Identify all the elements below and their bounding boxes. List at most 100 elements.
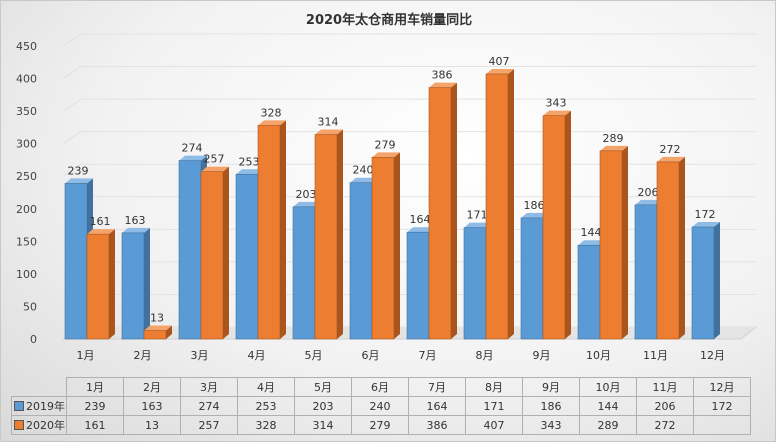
table-header-row: 1月 2月 3月 4月 5月 6月 7月 8月 9月 10月 11月 12月 xyxy=(11,377,751,397)
x-tick-label: 10月 xyxy=(586,349,611,362)
bar-2019 xyxy=(406,231,430,340)
data-label: 186 xyxy=(524,199,545,212)
y-tick-label: 200 xyxy=(16,203,37,216)
bar-side xyxy=(144,227,150,339)
table-cell: 172 xyxy=(693,396,751,416)
bar-top xyxy=(543,110,571,116)
table-cell: 144 xyxy=(579,396,637,416)
bar-side xyxy=(223,166,229,339)
x-tick-label: 8月 xyxy=(476,349,494,362)
table-header-cell: 1月 xyxy=(66,377,124,397)
y-tick-label: 50 xyxy=(23,300,37,313)
data-label: 171 xyxy=(467,209,488,222)
bar-top xyxy=(600,145,628,151)
data-label: 343 xyxy=(546,97,567,110)
table-cell: 257 xyxy=(180,415,238,435)
bar-side xyxy=(337,129,343,339)
bar-top xyxy=(236,169,264,175)
table-cell: 164 xyxy=(408,396,466,416)
legend-swatch xyxy=(14,420,24,430)
bar-top xyxy=(315,129,343,135)
bar-top xyxy=(201,166,229,172)
bar-2019 xyxy=(178,160,202,340)
data-label: 206 xyxy=(638,186,659,199)
table-header-cell: 9月 xyxy=(522,377,580,397)
gridline-diag xyxy=(62,33,82,47)
x-tick-label: 4月 xyxy=(248,349,266,362)
table-header-cell: 8月 xyxy=(465,377,523,397)
bar-2020 xyxy=(200,171,224,340)
bar-2020 xyxy=(599,150,623,340)
data-label: 386 xyxy=(432,69,453,82)
bar-top xyxy=(179,155,207,161)
table-cell xyxy=(693,415,751,435)
table-header-cell: 10月 xyxy=(579,377,637,397)
y-tick-label: 450 xyxy=(16,40,37,53)
bar-2020 xyxy=(371,157,395,340)
bar-2020 xyxy=(86,233,110,340)
bar-top xyxy=(407,227,435,233)
table-cell: 239 xyxy=(66,396,124,416)
bar-top xyxy=(122,227,150,233)
table-cell: 343 xyxy=(522,415,580,435)
bar-top xyxy=(521,212,549,218)
legend-swatch xyxy=(14,401,24,411)
legend-label: 2020年 xyxy=(26,419,65,432)
table-cell: 328 xyxy=(237,415,295,435)
bar-top xyxy=(692,222,720,228)
data-label: 203 xyxy=(296,188,317,201)
table-cell: 186 xyxy=(522,396,580,416)
table-header-cell: 12月 xyxy=(693,377,751,397)
bar-side xyxy=(508,68,514,340)
x-tick-label: 3月 xyxy=(191,349,209,362)
bar-2019 xyxy=(691,226,715,340)
bar-2019 xyxy=(292,206,316,340)
data-table: 1月 2月 3月 4月 5月 6月 7月 8月 9月 10月 11月 12月 2019年 239 163 27… xyxy=(11,377,751,435)
data-label: 328 xyxy=(261,106,282,119)
x-tick-label: 5月 xyxy=(305,349,323,362)
bar-side xyxy=(280,120,286,340)
table-row: 2020年 161 13 257 328 314 279 386 407 343 289 272 xyxy=(11,415,751,435)
x-tick-label: 7月 xyxy=(419,349,437,362)
bar-2019 xyxy=(520,217,544,340)
bar-top xyxy=(486,68,514,74)
table-corner xyxy=(11,377,67,397)
bar-side xyxy=(394,152,400,339)
table-header-cell: 3月 xyxy=(180,377,238,397)
bar-top xyxy=(87,229,115,235)
table-cell: 407 xyxy=(465,415,523,435)
data-label: 172 xyxy=(695,208,716,221)
bar-2019 xyxy=(121,232,145,340)
data-label: 239 xyxy=(68,164,89,177)
data-label: 163 xyxy=(125,214,146,227)
y-tick-label: 150 xyxy=(16,235,37,248)
gridline-diag xyxy=(62,131,82,145)
gridline-diag xyxy=(62,163,82,177)
bar-side xyxy=(166,325,172,339)
gridline-diag xyxy=(62,66,82,79)
gridline-diag xyxy=(62,98,82,112)
data-label: 407 xyxy=(489,55,510,68)
table-cell: 314 xyxy=(294,415,352,435)
y-tick-label: 300 xyxy=(16,138,37,151)
bar-top xyxy=(372,152,400,158)
bar-top xyxy=(293,201,321,207)
legend-label: 2019年 xyxy=(26,400,65,413)
table-cell: 386 xyxy=(408,415,466,435)
x-tick-label: 11月 xyxy=(643,349,668,362)
legend-entry: 2020年 xyxy=(11,415,67,435)
bar-2020 xyxy=(257,125,281,340)
table-cell: 161 xyxy=(66,415,124,435)
bar-side xyxy=(565,110,571,340)
bar-top xyxy=(464,222,492,228)
chart-title: 2020年太仓商用车销量同比 xyxy=(305,13,473,28)
data-label: 272 xyxy=(660,143,681,156)
bar-side xyxy=(451,82,457,339)
y-tick-label: 400 xyxy=(16,73,37,86)
bar-top xyxy=(350,177,378,183)
x-tick-label: 6月 xyxy=(362,349,380,362)
table-cell: 13 xyxy=(123,415,181,435)
table-cell: 163 xyxy=(123,396,181,416)
table-cell: 272 xyxy=(636,415,694,435)
table-cell: 203 xyxy=(294,396,352,416)
